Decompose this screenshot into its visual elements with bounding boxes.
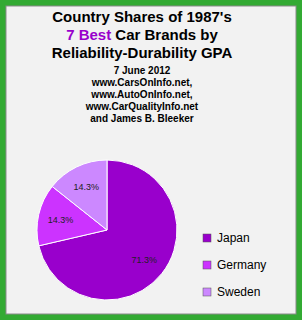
title-line: Reliability-Durability GPA bbox=[52, 44, 233, 61]
data-labels: 71.3% 14.3% 14.3% bbox=[48, 182, 157, 264]
legend-swatch bbox=[203, 288, 211, 296]
legend-swatch bbox=[203, 261, 211, 269]
frame bbox=[0, 0, 302, 320]
data-label: 14.3% bbox=[74, 182, 100, 192]
title-part: Country Shares of 1987's bbox=[52, 8, 231, 25]
data-label: 71.3% bbox=[132, 255, 158, 265]
subtitle-line: 7 June 2012 bbox=[114, 65, 171, 76]
legend-label: Germany bbox=[217, 258, 266, 272]
title-line: 7 Best Car Brands by bbox=[66, 26, 218, 43]
legend: Japan Germany Sweden bbox=[203, 231, 266, 299]
legend-swatch bbox=[203, 234, 211, 242]
subtitle-line: www.AutoOnInfo.net, bbox=[90, 89, 193, 100]
title-part: Car Brands by bbox=[115, 26, 218, 43]
legend-label: Sweden bbox=[217, 285, 260, 299]
subtitle-line: www.CarsOnInfo.net, bbox=[91, 77, 193, 88]
background bbox=[6, 6, 296, 314]
title-part: 7 Best bbox=[66, 26, 111, 43]
chart-svg: Country Shares of 1987's7 Best Car Brand… bbox=[0, 0, 302, 320]
pie bbox=[37, 160, 177, 300]
subtitle-line: and James B. Bleeker bbox=[90, 113, 193, 124]
legend-label: Japan bbox=[217, 231, 250, 245]
data-label: 14.3% bbox=[48, 215, 74, 225]
title-line: Country Shares of 1987's bbox=[52, 8, 231, 25]
chart-container: Country Shares of 1987's7 Best Car Brand… bbox=[0, 0, 302, 320]
subtitle-line: www.CarQualityInfo.net bbox=[85, 101, 199, 112]
title-part: Reliability-Durability GPA bbox=[52, 44, 233, 61]
